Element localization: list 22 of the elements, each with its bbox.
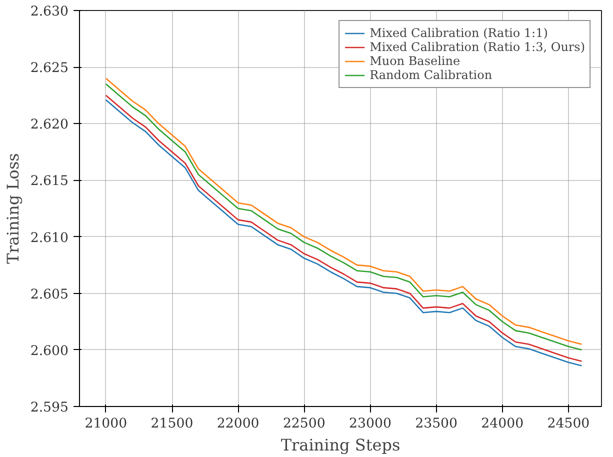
y-tick-label: 2.605 <box>30 287 68 302</box>
x-tick-label: 22500 <box>282 416 326 432</box>
x-tick-label: 24500 <box>547 416 590 432</box>
legend-label: Random Calibration <box>370 68 492 82</box>
y-tick-label: 2.620 <box>30 118 68 133</box>
y-tick-label: 2.595 <box>30 400 68 416</box>
x-tick-label: 23000 <box>349 416 392 432</box>
y-tick-label: 2.630 <box>30 4 68 20</box>
legend-label: Mixed Calibration (Ratio 1:1) <box>370 26 548 40</box>
x-axis-title: Training Steps <box>280 436 400 454</box>
x-tick-label: 22000 <box>216 416 260 432</box>
x-tick-label: 24000 <box>481 416 524 432</box>
y-tick-label: 2.625 <box>30 61 68 76</box>
y-tick-label: 2.600 <box>30 344 68 359</box>
y-tick-label: 2.610 <box>30 230 68 246</box>
y-axis-title: Training Loss <box>3 153 22 264</box>
legend-label: Muon Baseline <box>370 54 460 68</box>
x-tick-label: 23500 <box>415 416 458 432</box>
x-tick-label: 21500 <box>150 416 194 432</box>
legend-label: Mixed Calibration (Ratio 1:3, Ours) <box>370 40 585 54</box>
y-tick-label: 2.615 <box>30 174 68 190</box>
x-tick-label: 21000 <box>84 416 128 432</box>
